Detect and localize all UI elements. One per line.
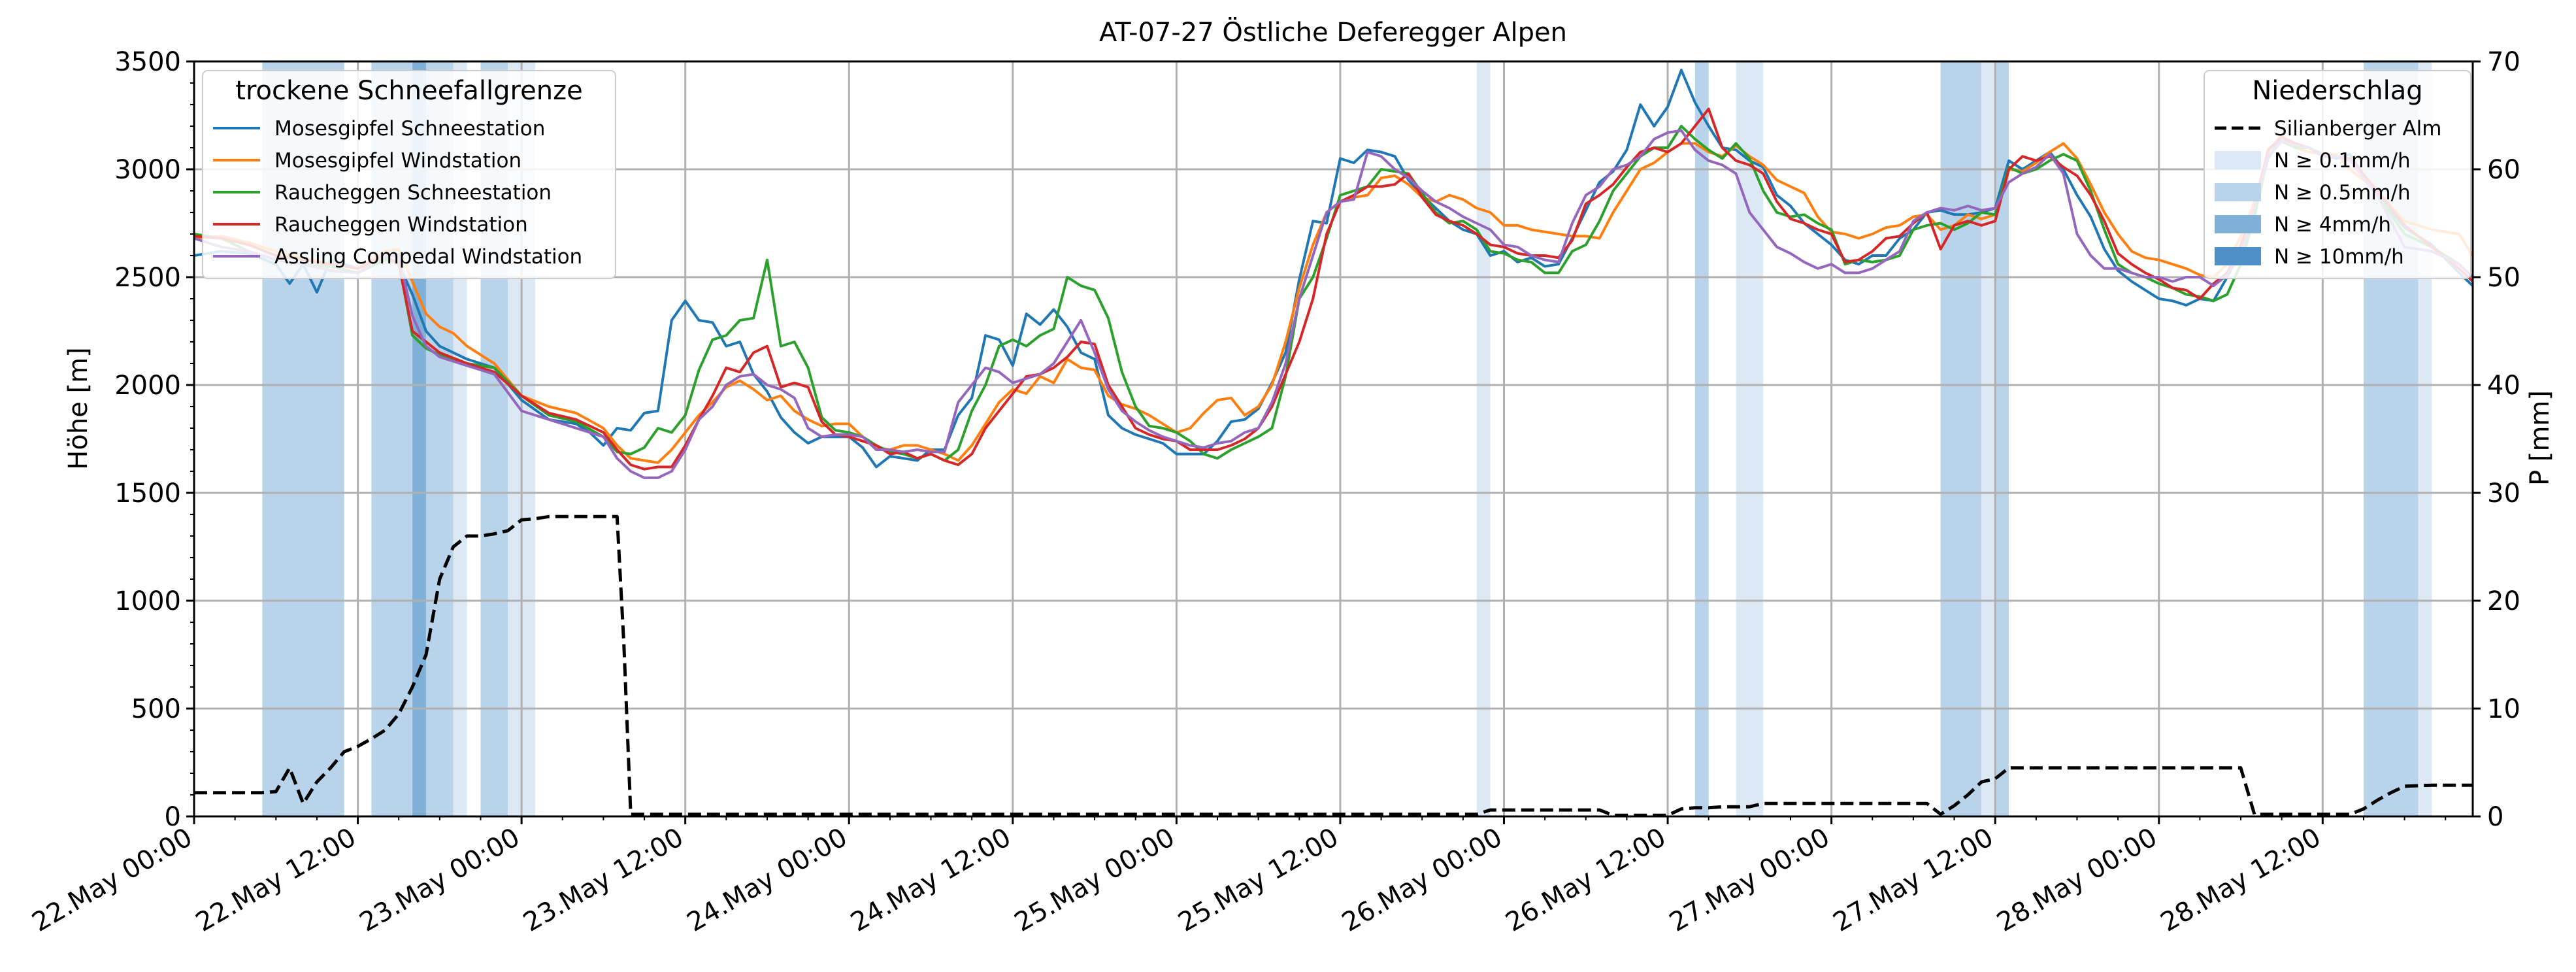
y-tick-label-right: 60 [2487, 155, 2520, 185]
y-tick-label-left: 1500 [114, 478, 181, 509]
series-line [193, 125, 2474, 462]
legend-label: Raucheggen Schneestation [274, 181, 552, 205]
y-tick-label-left: 500 [131, 694, 181, 724]
precip-band [1940, 61, 1982, 816]
y-tick-label-left: 3500 [114, 47, 181, 77]
y-axis-label-left: Höhe [m] [63, 347, 93, 469]
y-tick-label-right: 30 [2487, 478, 2520, 509]
y-tick-label-right: 50 [2487, 263, 2520, 293]
legend-snowline-title: trockene Schneefallgrenze [235, 76, 582, 106]
legend-label: Mosesgipfel Windstation [274, 149, 521, 173]
precip-line-group [194, 514, 2473, 817]
y-tick-label-left: 2000 [114, 371, 181, 401]
legend-label: Raucheggen Windstation [274, 213, 528, 237]
legend-label: N ≥ 0.1mm/h [2274, 149, 2411, 173]
precip-band [1981, 61, 1996, 816]
y-tick-label-left: 3000 [114, 155, 181, 185]
legend-patch [2215, 183, 2261, 201]
legend-label: Mosesgipfel Schneestation [274, 117, 545, 141]
legend-label: N ≥ 0.5mm/h [2274, 181, 2411, 205]
chart-title: AT-07-27 Östliche Deferegger Alpen [1099, 16, 1567, 48]
precip-band [1736, 61, 1764, 816]
legend-precip-title: Niederschlag [2252, 76, 2422, 106]
legend-label: Assling Compedal Windstation [274, 245, 582, 269]
series-line [193, 69, 2474, 469]
y-tick-label-right: 0 [2487, 802, 2503, 832]
precip-band [1995, 61, 2009, 816]
legend-label: Silianberger Alm [2274, 117, 2441, 141]
y-axis-label-right: P [mm] [2525, 390, 2555, 486]
legend-patch [2215, 151, 2261, 169]
y-tick-label-left: 2500 [114, 263, 181, 293]
series-line [193, 107, 2474, 471]
plot-frame [193, 60, 2474, 818]
legend-patch [2215, 215, 2261, 233]
precip-band [1476, 61, 1491, 816]
legend-precip: Niederschlag Silianberger Alm N ≥ 0.1mm/h… [2204, 70, 2471, 279]
precip-band [1694, 61, 1709, 816]
legend-snowline: trockene Schneefallgrenze Mosesgipfel Sc… [202, 70, 616, 279]
y-tick-label-right: 70 [2487, 47, 2520, 77]
precip-series-line [194, 514, 2473, 817]
y-tick-label-left: 1000 [114, 586, 181, 616]
legend-label: N ≥ 10mm/h [2274, 245, 2404, 269]
y-tick-label-left: 0 [165, 802, 181, 832]
legend-label: N ≥ 4mm/h [2274, 213, 2391, 237]
y-tick-label-right: 10 [2487, 694, 2520, 724]
y-tick-label-right: 40 [2487, 371, 2520, 401]
legend-patch [2215, 247, 2261, 265]
series-lines [193, 69, 2474, 479]
series-line [193, 129, 2474, 479]
y-tick-label-right: 20 [2487, 586, 2520, 616]
